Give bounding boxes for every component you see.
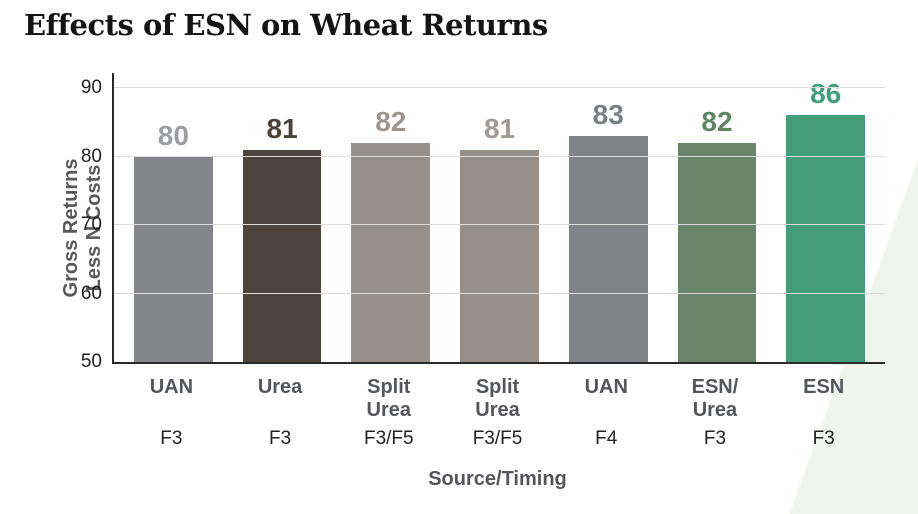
bar-value-label: 81	[483, 112, 516, 144]
bar-group-uan-0: 80	[134, 119, 213, 362]
gridline-70	[114, 224, 885, 225]
y-tick-label-70: 70	[80, 214, 102, 235]
bar-value-label: 83	[592, 98, 624, 130]
gridline-60	[114, 292, 885, 294]
bar-group-esn--urea-5: 82	[677, 105, 757, 362]
x-timing-label: F3	[812, 428, 835, 449]
x-label-cell: Split Urea F3/F5	[458, 376, 537, 450]
bars-row: 80 81 82 81 83 82 86	[114, 73, 885, 362]
y-tick-label-90: 90	[80, 77, 102, 98]
bar-value-label: 81	[266, 112, 298, 144]
x-timing-label: F3	[703, 428, 727, 449]
bar-group-uan-4: 83	[568, 98, 648, 362]
y-tick-label-60: 60	[80, 282, 102, 304]
bar-group-urea-1: 81	[242, 112, 322, 362]
bar-group-split-urea-3: 81	[460, 112, 539, 362]
bar-group-split-urea-2: 82	[351, 105, 431, 362]
y-tick-label-50: 50	[80, 351, 102, 372]
x-label-cell: ESN F3	[784, 376, 863, 450]
gridline-90	[114, 87, 885, 88]
bar	[460, 149, 539, 362]
x-category-label: ESN	[803, 376, 845, 398]
bar	[242, 149, 322, 362]
x-category-label: Split Urea	[366, 376, 412, 421]
x-axis-title: Source/Timing	[428, 468, 567, 490]
x-label-cell: Urea F3	[241, 376, 320, 450]
x-category-label: UAN	[584, 376, 628, 398]
x-label-cell: UAN F4	[567, 376, 646, 450]
bar	[134, 156, 213, 362]
bar	[568, 135, 648, 362]
y-tick-label-80: 80	[80, 145, 102, 167]
gridline-80	[114, 155, 885, 157]
x-timing-label: F4	[595, 428, 618, 449]
bar-group-esn-6: 86	[786, 78, 866, 362]
bar	[677, 142, 757, 362]
x-axis-labels: UAN F3 Urea F3 Split Urea F3/F5 Split Urea F3/F…	[112, 376, 883, 450]
x-category-label: ESN/ Urea	[691, 376, 739, 421]
x-timing-label: F3	[268, 428, 292, 449]
bar-value-label: 82	[701, 105, 733, 137]
bar-value-label: 80	[157, 119, 189, 151]
x-label-cell: Split Urea F3/F5	[349, 376, 428, 450]
bar-value-label: 82	[375, 105, 407, 137]
bar	[786, 115, 866, 362]
bar-value-label: 86	[810, 78, 842, 110]
bar	[351, 142, 431, 362]
x-label-cell: UAN F3	[132, 376, 211, 450]
chart-title: Effects of ESN on Wheat Returns	[24, 8, 548, 42]
x-timing-label: F3/F5	[363, 428, 414, 449]
x-category-label: Split Urea	[475, 376, 520, 421]
x-category-label: Urea	[257, 376, 303, 398]
x-timing-label: F3	[160, 428, 183, 449]
plot-area: 80 81 82 81 83 82 86	[112, 73, 885, 364]
x-timing-label: F3/F5	[472, 428, 523, 449]
x-category-label: UAN	[149, 376, 194, 398]
x-label-cell: ESN/ Urea F3	[676, 376, 755, 450]
